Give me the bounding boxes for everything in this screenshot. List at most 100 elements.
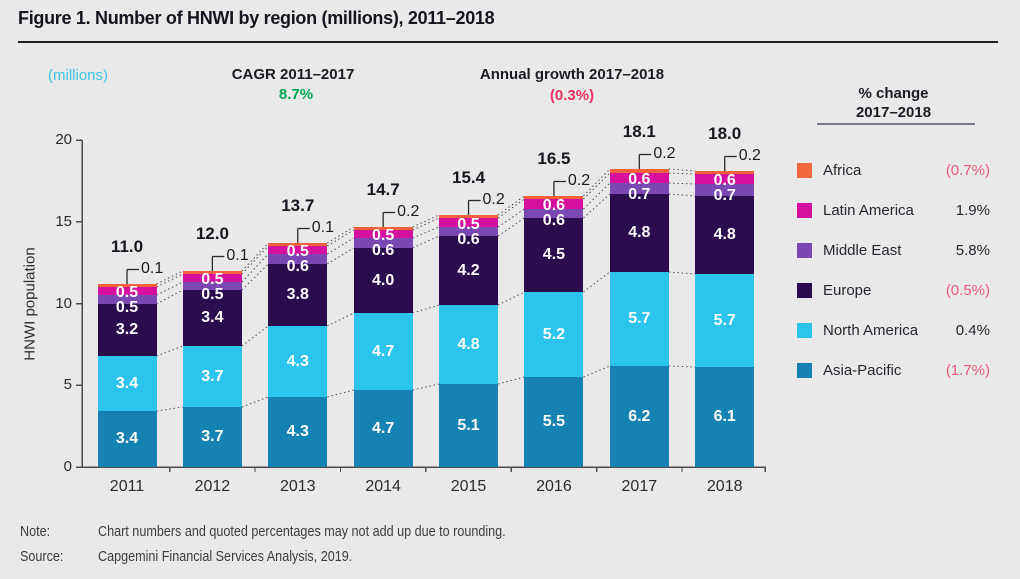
segment-value: 5.7 [628, 310, 651, 327]
x-axis-label: 2012 [194, 478, 231, 495]
bar-segment-middle-east [695, 184, 755, 196]
bar-segment-latin-america [524, 199, 584, 209]
x-axis-label: 2016 [536, 478, 572, 495]
note-label: Note: [20, 523, 51, 540]
legend-item-africa: Africa (0.7%) [795, 161, 992, 181]
chart-line [668, 365, 696, 368]
legend-value: (1.7%) [945, 362, 990, 379]
bar-segment-europe [268, 264, 328, 326]
segment-value: 3.8 [286, 286, 309, 303]
chart-line [497, 208, 525, 228]
segment-value: 5.5 [542, 413, 566, 430]
chart-line [156, 406, 183, 412]
bar-segment-africa [182, 271, 242, 274]
total-value: 11.0 [110, 237, 144, 256]
y-tick-label: 15 [55, 212, 72, 230]
legend-value: 0.4% [955, 322, 990, 339]
bar-segment-latin-america [268, 246, 328, 254]
bar-segment-latin-america [695, 174, 755, 184]
africa-callout-value: 0.2 [567, 172, 591, 189]
chart-line [327, 229, 354, 247]
legend-value: (0.5%) [945, 282, 990, 299]
chart-line [156, 345, 184, 357]
legend-swatch [797, 163, 812, 178]
chart-line [497, 198, 525, 219]
bar-segment-middle-east [182, 282, 242, 290]
legend-label: Latin America [823, 202, 914, 219]
cagr-value: 8.7% [278, 86, 314, 103]
source-label: Source: [20, 548, 64, 565]
segment-value: 0.5 [372, 227, 395, 244]
bar-segment-asia-pacific [353, 390, 413, 467]
legend-label: Europe [823, 282, 872, 299]
bar-segment-europe [353, 248, 413, 313]
legend-item-middle-east: Middle East 5.8% [795, 241, 992, 261]
segment-value: 6.2 [628, 407, 651, 425]
bar-segment-africa [353, 227, 413, 230]
bar-segment-latin-america [182, 274, 242, 282]
legend-label: North America [823, 322, 919, 339]
bar-segment-north-america [695, 274, 755, 367]
legend-swatch [797, 323, 812, 338]
chart-line [412, 383, 440, 391]
note-text: Chart numbers and quoted percentages may… [98, 523, 506, 540]
bar-segment-north-america [353, 313, 413, 390]
bar-segment-north-america [268, 326, 328, 397]
chart-line [497, 195, 525, 216]
legend: % change 2017–2018 Africa (0.7%) Latin Ame… [795, 84, 992, 379]
segment-value: 6.1 [713, 408, 736, 425]
legend-item-asia-pacific: Asia-Pacific (1.7%) [795, 361, 992, 381]
segment-value: 0.6 [542, 197, 566, 214]
total-value: 12.0 [195, 224, 229, 243]
africa-callout-value: 0.1 [141, 260, 164, 277]
chart-line [327, 237, 354, 255]
segment-value: 3.2 [115, 321, 139, 338]
annual-growth-value: (0.3%) [549, 87, 595, 104]
bar-segment-north-america [439, 305, 499, 384]
chart-line [327, 226, 354, 244]
segment-value: 0.5 [115, 284, 139, 301]
bar-segment-africa [268, 243, 328, 246]
chart-line [668, 168, 696, 172]
chart-line [668, 271, 696, 275]
bar-segment-europe [97, 304, 157, 356]
y-tick-label: 5 [63, 376, 72, 394]
bar-segment-asia-pacific [695, 367, 755, 467]
chart-line [668, 193, 696, 197]
legend-value: 1.9% [955, 202, 990, 219]
bar-segment-north-america [524, 292, 584, 377]
x-axis-label: 2017 [621, 478, 658, 495]
bar-segment-asia-pacific [609, 366, 669, 467]
chart-line [412, 235, 440, 249]
chart-line [668, 182, 696, 185]
segment-value: 4.7 [372, 419, 395, 437]
bar-segment-asia-pacific [97, 411, 157, 467]
bar-segment-asia-pacific [182, 407, 242, 467]
segment-value: 4.5 [542, 246, 566, 263]
bar-segment-asia-pacific [439, 384, 499, 467]
chart-line [668, 172, 696, 175]
segment-value: 0.5 [457, 215, 480, 233]
segment-value: 0.5 [286, 243, 309, 260]
legend-swatch [797, 363, 812, 378]
chart-line [583, 271, 611, 293]
legend-label: Africa [823, 162, 862, 179]
africa-callout-value: 0.2 [738, 147, 761, 164]
legend-item-latin-america: Latin America 1.9% [795, 201, 992, 221]
segment-value: 0.5 [115, 299, 139, 316]
figure-title: Figure 1. Number of HNWI by region (mill… [18, 8, 495, 28]
chart-line [156, 270, 184, 285]
bar-segment-latin-america [353, 230, 413, 238]
y-tick-label: 20 [55, 131, 72, 148]
chart-line [497, 291, 525, 306]
chart-line [412, 304, 440, 314]
segment-value: 0.6 [628, 171, 651, 188]
bar-segment-europe [524, 218, 584, 292]
segment-value: 3.7 [201, 367, 224, 385]
segment-value: 5.2 [542, 325, 566, 343]
bar-segment-middle-east [268, 254, 328, 264]
legend-value: (0.7%) [945, 162, 990, 179]
segment-value: 4.3 [286, 423, 309, 440]
cagr-label: CAGR 2011–2017 [231, 66, 355, 83]
